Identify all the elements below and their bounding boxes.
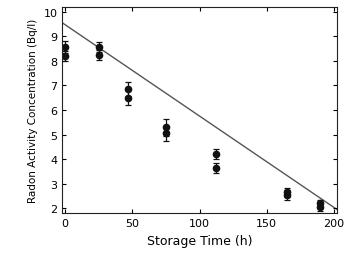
X-axis label: Storage Time (h): Storage Time (h) (147, 234, 252, 247)
Y-axis label: Radon Activity Concentration (Bq/l): Radon Activity Concentration (Bq/l) (28, 19, 38, 202)
